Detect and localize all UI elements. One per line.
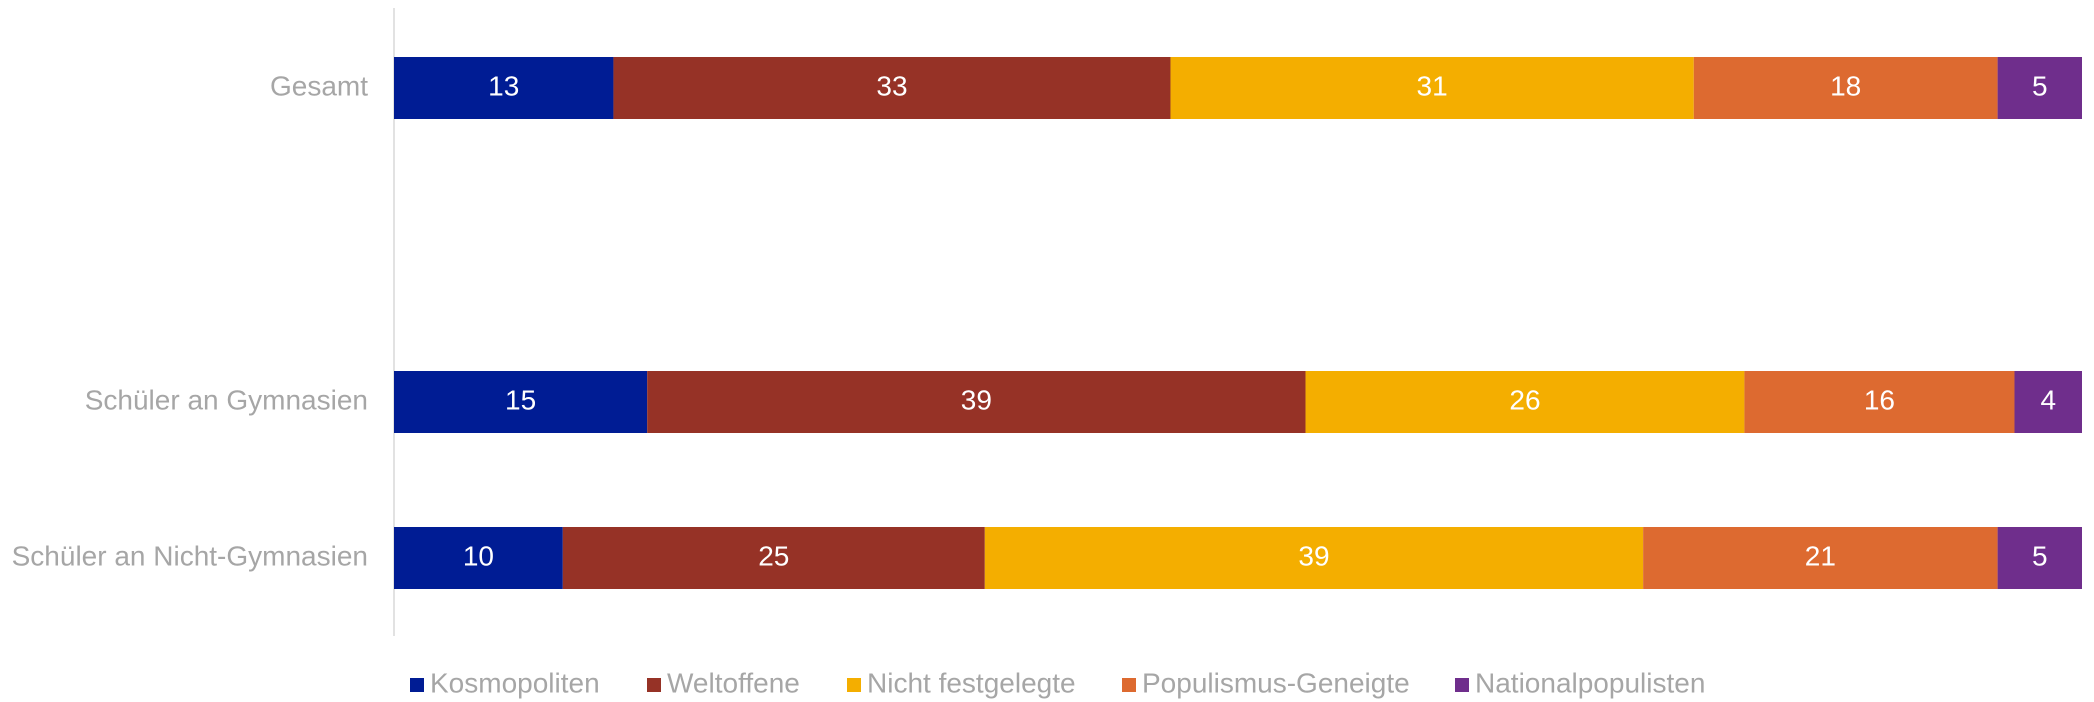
bar-segment <box>2014 371 2082 433</box>
data-label: 31 <box>1417 70 1448 101</box>
legend-label: Populismus-Geneigte <box>1142 667 1410 698</box>
category-label: Schüler an Nicht-Gymnasien <box>12 540 368 571</box>
bar-segment <box>1643 527 1998 589</box>
bar-segment <box>613 57 1171 119</box>
data-label: 26 <box>1509 384 1540 415</box>
data-label: 25 <box>758 540 789 571</box>
legend-label: Nicht festgelegte <box>867 667 1076 698</box>
legend-label: Weltoffene <box>667 667 800 698</box>
legend-swatch <box>1455 678 1469 692</box>
data-label: 16 <box>1864 384 1895 415</box>
category-label: Schüler an Gymnasien <box>85 384 368 415</box>
bar-segment <box>1305 371 1745 433</box>
bar-segment <box>1170 57 1694 119</box>
legend-label: Kosmopoliten <box>430 667 600 698</box>
bars: 13 33 31 18 5 15 39 26 16 4 10 25 39 21 5 <box>394 57 2082 589</box>
bar-segment <box>1693 57 1998 119</box>
data-label: 10 <box>463 540 494 571</box>
legend-swatch <box>1122 678 1136 692</box>
bar-segment <box>647 371 1306 433</box>
data-label: 39 <box>961 384 992 415</box>
data-label: 33 <box>876 70 907 101</box>
bar-segment <box>984 527 1644 589</box>
bar-segment <box>394 527 563 589</box>
legend: Kosmopoliten Weltoffene Nicht festgelegte P… <box>410 667 1705 698</box>
bar-segment <box>394 57 614 119</box>
legend-swatch <box>847 678 861 692</box>
bar-segment <box>1997 527 2082 589</box>
bar-segment <box>1997 57 2082 119</box>
data-label: 5 <box>2032 70 2048 101</box>
data-label: 39 <box>1298 540 1329 571</box>
bar-segment <box>562 527 985 589</box>
category-label: Gesamt <box>270 70 368 101</box>
data-label: 18 <box>1830 70 1861 101</box>
category-labels: Gesamt Schüler an Gymnasien Schüler an Nic… <box>12 70 369 571</box>
data-label: 5 <box>2032 540 2048 571</box>
legend-swatch <box>410 678 424 692</box>
bar-segment <box>1744 371 2015 433</box>
legend-swatch <box>647 678 661 692</box>
data-label: 15 <box>505 384 536 415</box>
legend-label: Nationalpopulisten <box>1475 667 1705 698</box>
data-label: 21 <box>1805 540 1836 571</box>
bar-segment <box>394 371 648 433</box>
data-label: 4 <box>2040 384 2056 415</box>
data-label: 13 <box>488 70 519 101</box>
